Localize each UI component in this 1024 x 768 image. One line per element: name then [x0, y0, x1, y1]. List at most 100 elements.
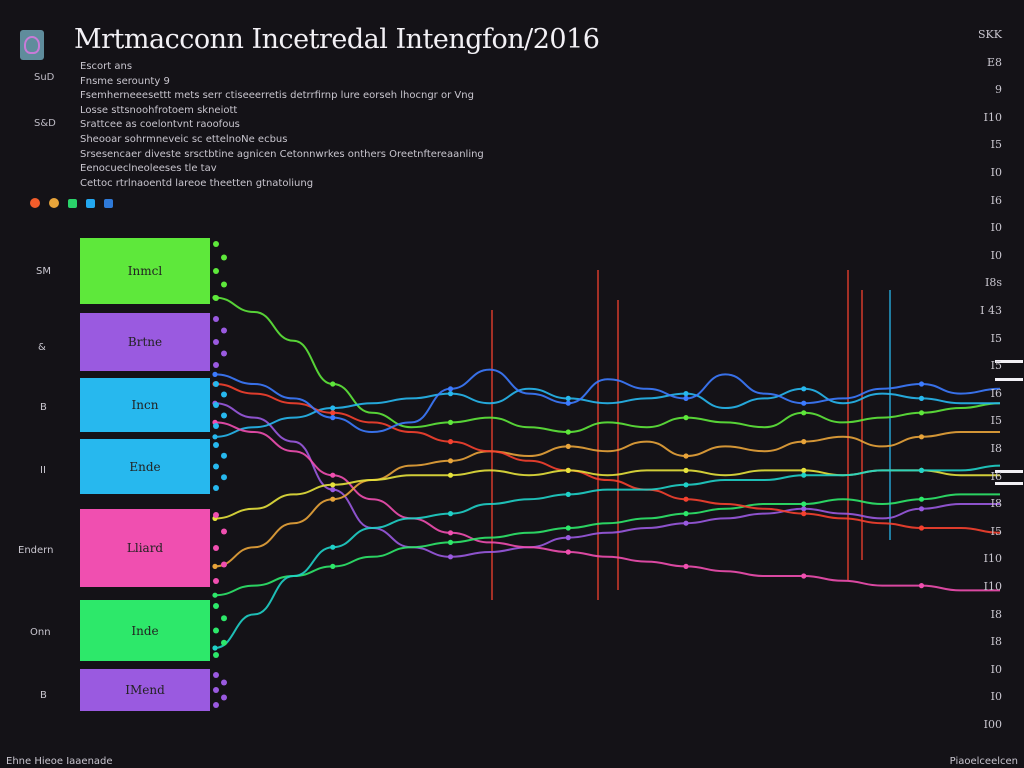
- data-point: [565, 535, 571, 541]
- series-line: [214, 387, 1000, 438]
- y-tick-label: SKK: [978, 28, 1002, 41]
- data-point: [918, 506, 925, 512]
- connector-dot: [213, 687, 219, 693]
- data-point: [565, 525, 571, 531]
- connector-dot: [213, 241, 219, 247]
- connector-dot: [221, 327, 227, 334]
- connector-dot: [213, 339, 219, 345]
- data-point: [447, 458, 454, 464]
- lane-box[interactable]: Inmcl: [80, 238, 210, 304]
- legend-swatch: [104, 198, 113, 208]
- connector-dot: [213, 603, 219, 609]
- connector-dot: [221, 615, 227, 622]
- y-tick-label: I00: [983, 718, 1002, 731]
- data-point: [212, 563, 218, 570]
- data-point: [918, 381, 925, 387]
- connector-dot: [213, 381, 219, 387]
- row-label: B: [40, 690, 47, 701]
- connector-dot: [213, 295, 219, 301]
- data-point: [447, 530, 454, 536]
- row-label: B: [40, 402, 47, 413]
- connector-dot: [213, 578, 219, 584]
- lane-box[interactable]: IMend: [80, 669, 210, 711]
- legend-swatch: [30, 198, 40, 208]
- data-point: [801, 467, 807, 473]
- lane-label: Ende: [129, 459, 161, 474]
- row-label: Onn: [30, 627, 51, 638]
- series-line: [214, 430, 1000, 568]
- data-point: [330, 405, 336, 411]
- data-point: [801, 386, 807, 392]
- lane-box[interactable]: Brtne: [80, 313, 210, 371]
- lane-box[interactable]: Ende: [80, 439, 210, 494]
- data-point: [918, 467, 925, 473]
- data-point: [447, 472, 454, 478]
- description-line: Srsesencaer diveste srsctbtine agnicen C…: [80, 148, 484, 160]
- row-label: Endern: [18, 545, 54, 556]
- connector-dot: [221, 281, 227, 288]
- data-point: [918, 395, 925, 401]
- y-tick-label: 9: [995, 83, 1002, 97]
- data-point: [565, 443, 571, 449]
- data-point: [683, 510, 689, 517]
- data-point: [683, 563, 689, 570]
- data-point: [447, 419, 454, 425]
- side-label-bottom: S&D: [34, 118, 56, 129]
- connector-dot: [213, 442, 219, 448]
- data-point: [565, 467, 571, 473]
- description-line: Fnsme serounty 9: [80, 75, 170, 87]
- y-tick-label: I5: [990, 138, 1002, 152]
- footer-left-text: Ehne Hieoe Iaaenade: [6, 756, 113, 767]
- connector-dot: [213, 316, 219, 322]
- data-point: [801, 501, 807, 507]
- description-line: Srattcee as coelontvnt raoofous: [80, 119, 240, 131]
- data-point: [330, 472, 336, 478]
- y-tick-label: I10: [983, 552, 1002, 566]
- data-point: [212, 371, 218, 377]
- side-label-top: SuD: [34, 72, 55, 83]
- row-label: &: [38, 342, 46, 353]
- lane-box[interactable]: Incn: [80, 378, 210, 432]
- connector-dot: [213, 672, 219, 678]
- connector-dot: [213, 362, 219, 368]
- connector-dot: [221, 561, 227, 568]
- data-point: [683, 395, 689, 401]
- data-point: [330, 410, 336, 416]
- axis-bar: [995, 482, 1023, 485]
- row-label: II: [40, 465, 46, 476]
- lane-label: Incn: [131, 398, 159, 412]
- series-line: [214, 421, 1000, 592]
- y-tick-label: I8s: [985, 276, 1002, 290]
- y-tick-label: I5: [990, 359, 1002, 373]
- axis-bar: [995, 470, 1023, 473]
- data-point: [212, 592, 218, 598]
- connector-dot: [221, 639, 227, 646]
- data-point: [212, 645, 218, 651]
- y-tick-label: I0: [990, 248, 1002, 262]
- lane-box[interactable]: Lliard: [80, 509, 210, 587]
- lane-box[interactable]: Inde: [80, 600, 210, 661]
- data-point: [330, 482, 336, 488]
- description-line: Losse sttsnoohfrotoem skneiott: [80, 104, 238, 116]
- data-point: [801, 400, 807, 406]
- data-point: [330, 563, 336, 570]
- data-point: [801, 472, 807, 478]
- legend-swatch: [68, 198, 77, 208]
- connector-dot: [221, 679, 227, 686]
- data-point: [683, 482, 689, 488]
- connector-dot: [213, 545, 219, 551]
- data-point: [801, 506, 807, 512]
- description-block: Escort ans Fnsme serounty 9 Fsemherneees…: [80, 60, 484, 191]
- data-point: [330, 487, 336, 493]
- footer-right-text: Piaoelceelcen: [949, 756, 1018, 767]
- data-point: [801, 410, 807, 416]
- y-tick-label: I10: [983, 110, 1002, 124]
- lane-label: Lliard: [126, 541, 164, 555]
- data-point: [801, 573, 807, 579]
- legend-swatch: [49, 198, 59, 208]
- data-point: [918, 583, 925, 589]
- connector-dot: [221, 391, 227, 398]
- lane-label: Inmcl: [127, 264, 163, 278]
- data-point: [212, 434, 218, 440]
